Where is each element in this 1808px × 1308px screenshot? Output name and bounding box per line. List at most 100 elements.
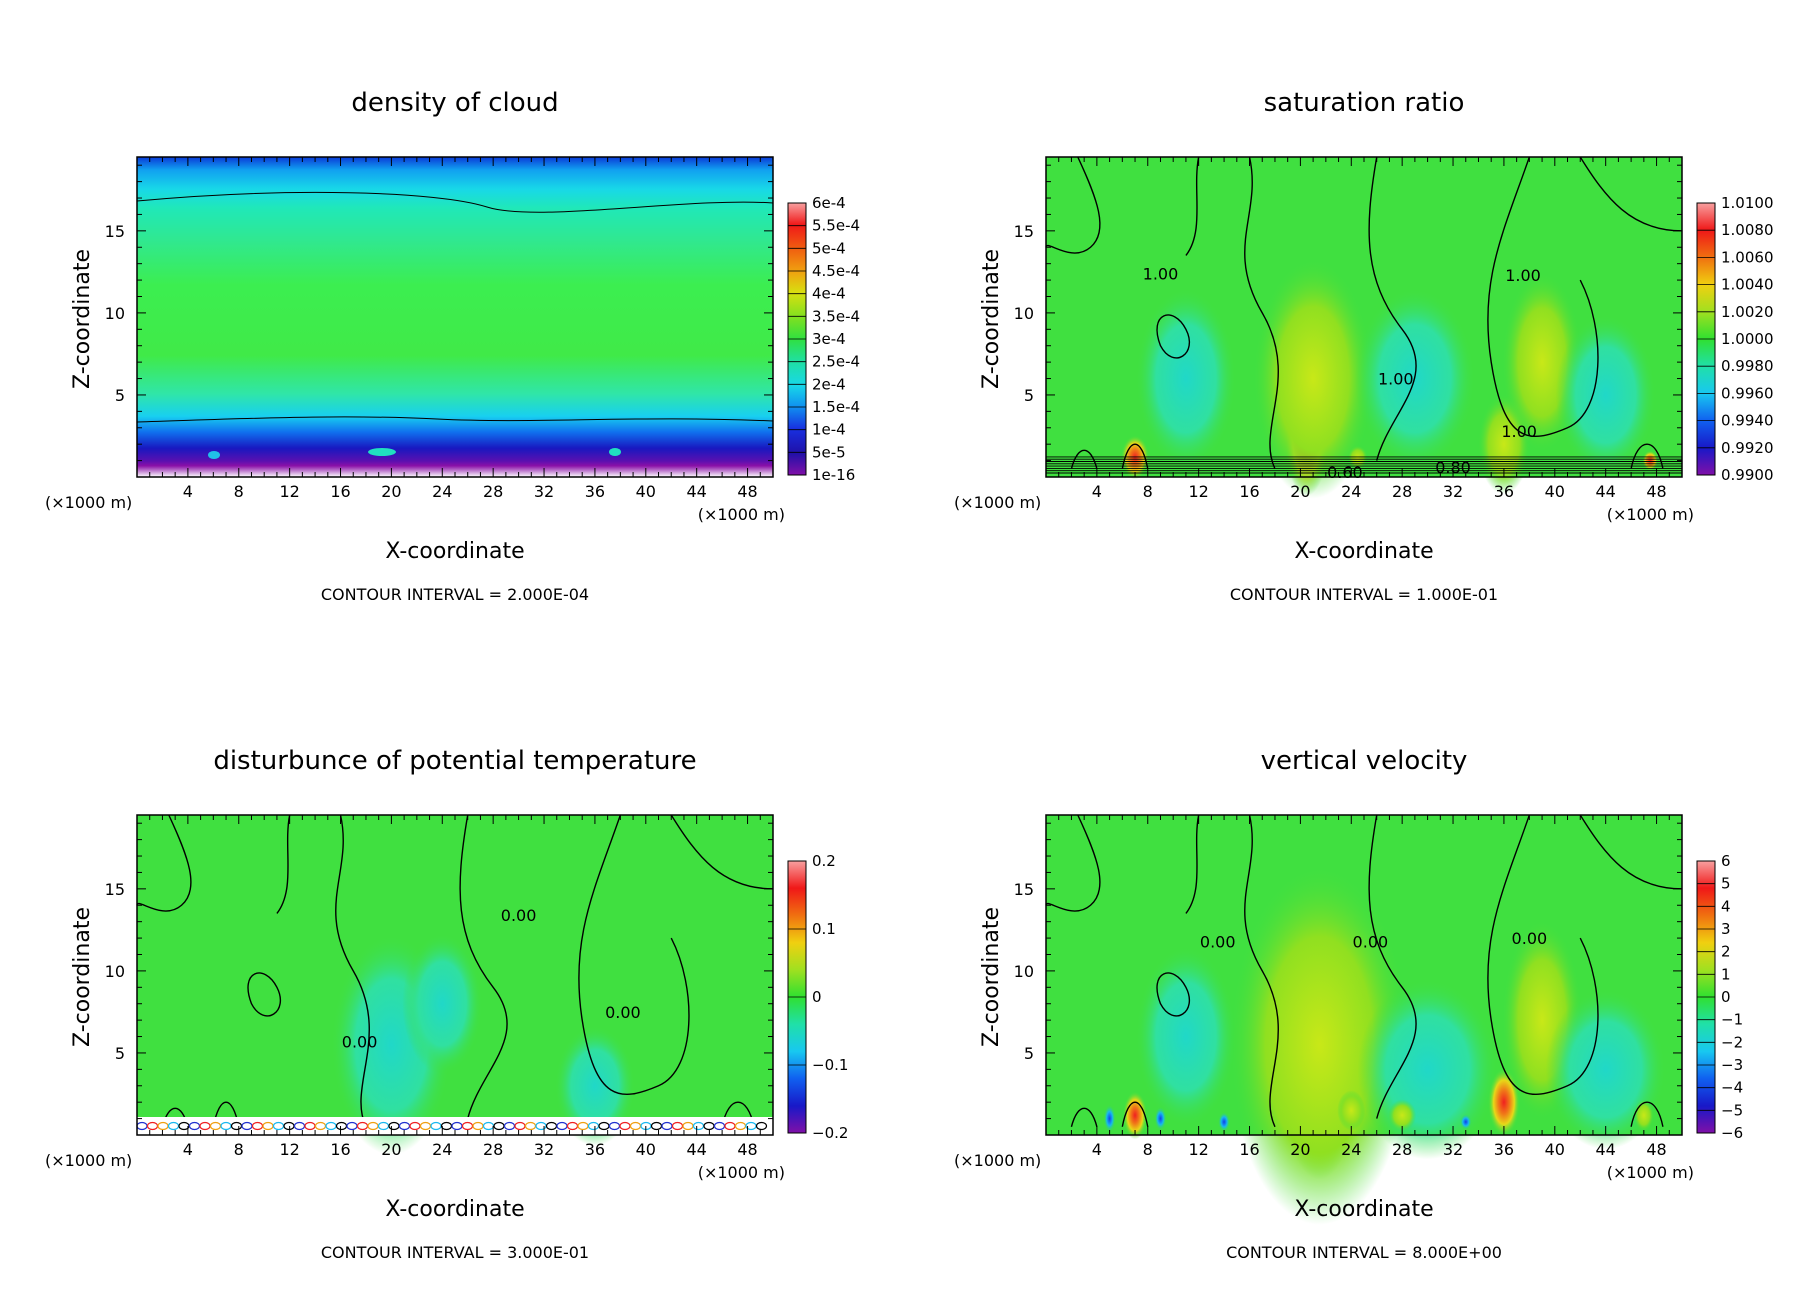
colorbar-label: 1.0080	[1721, 221, 1774, 239]
contour-line	[1045, 460, 1683, 463]
colorbar-label: 3	[1721, 920, 1731, 938]
colorbar-label: 1.0040	[1721, 276, 1774, 294]
colorbar-label: 0	[1721, 988, 1731, 1006]
chart-title: density of cloud	[351, 88, 558, 118]
x-unit-label: (×1000 m)	[1607, 505, 1694, 524]
x-unit-label: (×1000 m)	[45, 1151, 132, 1170]
field-feature	[609, 448, 621, 456]
colorbar-label: 5e-5	[812, 443, 846, 461]
contour-line	[578, 814, 690, 1096]
chart-title: disturbunce of potential temperature	[213, 746, 696, 776]
colorbar: 6e-4 5.5e-4 5e-4 4.5e-4 4e-4 3.5e-4 3e-4 2.5e-4…	[787, 194, 860, 484]
colorbar-label: 2	[1721, 943, 1731, 961]
contour-line	[1244, 814, 1279, 1128]
contour-label: 0.80	[1435, 458, 1471, 477]
contour-line	[459, 814, 508, 1119]
x-tick-label: 16	[330, 482, 350, 501]
colorbar-label: 1.0100	[1721, 194, 1774, 212]
field-feature	[1337, 1090, 1366, 1131]
contour-label: 1.00	[1378, 370, 1414, 389]
colorbar-label: 0.1	[812, 920, 836, 938]
x-tick-label: 4	[183, 482, 193, 501]
field-feature	[1459, 1113, 1472, 1130]
colorbar-label: −3	[1721, 1056, 1743, 1074]
x-tick-label: 28	[1392, 482, 1412, 501]
x-tick-label: 8	[234, 482, 244, 501]
colorbar-label: 0.9920	[1721, 439, 1774, 457]
x-tick-label: 20	[381, 482, 401, 501]
x-unit-label: (×1000 m)	[698, 505, 785, 524]
colorbar-label: 5.5e-4	[812, 217, 860, 235]
y-axis-label: Z-coordinate	[70, 907, 95, 1047]
x-unit-label: (×1000 m)	[45, 493, 132, 512]
contour-label: 1.00	[1501, 422, 1537, 441]
x-tick-label: 20	[1290, 1140, 1310, 1159]
x-tick-label: 32	[534, 1140, 554, 1159]
colorbar-label: 4	[1721, 897, 1731, 915]
colorbar-label: −0.2	[812, 1124, 848, 1142]
contour-line	[136, 191, 774, 213]
field-feature	[1218, 1111, 1231, 1132]
contour-label: 0.00	[1200, 932, 1236, 951]
x-tick-label: 24	[1341, 482, 1361, 501]
contour-interval-note: CONTOUR INTERVAL = 2.000E-04	[321, 585, 589, 604]
contour-interval-note: CONTOUR INTERVAL = 3.000E-01	[321, 1243, 589, 1262]
y-tick-label: 10	[1014, 962, 1034, 981]
x-tick-label: 4	[1092, 1140, 1102, 1159]
colorbar-label: 0.9960	[1721, 384, 1774, 402]
x-unit-label: (×1000 m)	[1607, 1163, 1694, 1182]
x-tick-label: 44	[1596, 1140, 1616, 1159]
x-tick-label: 28	[483, 482, 503, 501]
contour-line	[1045, 156, 1101, 254]
x-axis-label: X-coordinate	[385, 1197, 524, 1222]
field-feature	[1135, 946, 1236, 1127]
colorbar-label: 0.9940	[1721, 412, 1774, 430]
field-feature	[1642, 450, 1659, 471]
x-tick-label: 12	[1188, 482, 1208, 501]
x-tick-label: 8	[1143, 482, 1153, 501]
x-tick-label: 44	[687, 1140, 707, 1159]
contour-interval-note: CONTOUR INTERVAL = 8.000E+00	[1226, 1243, 1502, 1262]
x-tick-label: 16	[330, 1140, 350, 1159]
chart-panel-3: disturbunce of potential temperature 0.00…	[45, 746, 848, 1262]
x-tick-label: 24	[1341, 1140, 1361, 1159]
contour-line	[755, 1121, 768, 1131]
plot-area: 1.00 1.00 1.00 1.00 0.60 0.80	[1045, 156, 1683, 499]
colorbar-label: −2	[1721, 1033, 1743, 1051]
x-tick-label: 40	[1545, 482, 1565, 501]
x-tick-label: 4	[1092, 482, 1102, 501]
y-tick-label: 15	[1014, 880, 1034, 899]
x-tick-label: 48	[1646, 1140, 1666, 1159]
colorbar-label: 0.2	[812, 852, 836, 870]
contour-line	[247, 972, 282, 1017]
colorbar-label: 3.5e-4	[812, 307, 860, 325]
colorbar-label: 2e-4	[812, 375, 846, 393]
colorbar-label: 2.5e-4	[812, 353, 860, 371]
contour-line	[335, 814, 370, 1128]
x-tick-label: 48	[737, 1140, 757, 1159]
colorbar-label: 0.9900	[1721, 466, 1774, 484]
colorbar-label: 5e-4	[812, 239, 846, 257]
contour-line	[276, 814, 291, 914]
colorbar-label: 1.5e-4	[812, 398, 860, 416]
x-tick-label: 36	[585, 482, 605, 501]
contour-line	[1487, 156, 1599, 438]
x-tick-label: 20	[1290, 482, 1310, 501]
contour-line	[1156, 314, 1191, 359]
contour-line	[1045, 458, 1683, 460]
contour-line	[1045, 463, 1683, 465]
colorbar-label: −1	[1721, 1011, 1743, 1029]
x-tick-label: 4	[183, 1140, 193, 1159]
x-axis-label: X-coordinate	[1294, 539, 1433, 564]
x-tick-label: 16	[1239, 1140, 1259, 1159]
colorbar-label: 1.0060	[1721, 248, 1774, 266]
colorbar-label: 1e-16	[812, 466, 855, 484]
chart-panel-2: saturation ratio 1.00 1.00 1.00 1.00 0.60 0.80…	[954, 88, 1774, 604]
x-tick-label: 24	[432, 482, 452, 501]
x-tick-label: 28	[1392, 1140, 1412, 1159]
colorbar-label: 1.0020	[1721, 303, 1774, 321]
contour-line	[1579, 814, 1683, 890]
